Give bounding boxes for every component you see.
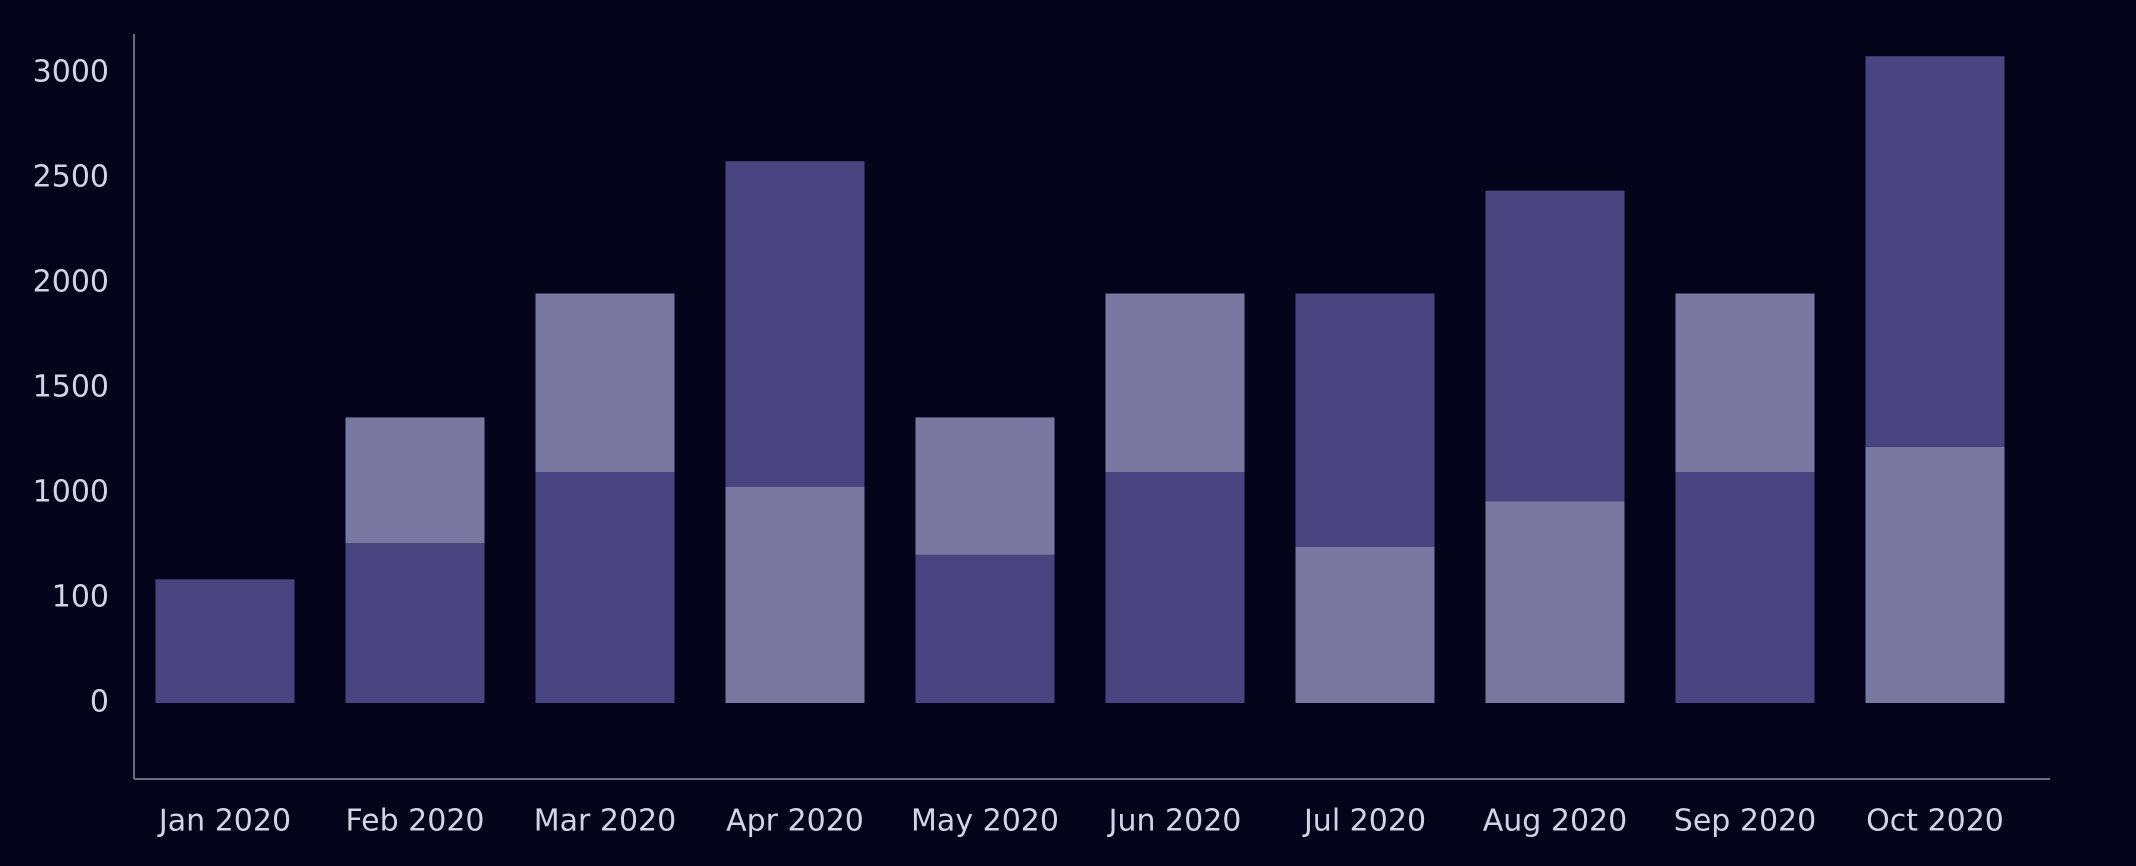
bar-segment [345, 417, 485, 544]
y-tick-label: 1500 [33, 370, 109, 405]
bar-segment [535, 472, 675, 703]
bar-segment [1105, 293, 1245, 472]
bar-segment [725, 486, 865, 703]
bar-segment [1675, 293, 1815, 472]
bar-segment [915, 554, 1055, 703]
bar-segment [1865, 56, 2005, 447]
bar-segment [725, 161, 865, 487]
y-tick-label: 2000 [33, 265, 109, 300]
y-tick-label: 0 [90, 685, 109, 720]
bar-segment [1105, 472, 1245, 703]
x-tick-label: Jul 2020 [1302, 804, 1426, 839]
bar-segment [535, 293, 675, 472]
y-tick-label: 3000 [33, 55, 109, 90]
bar-segment [1865, 446, 2005, 703]
x-tick-label: May 2020 [911, 804, 1059, 839]
bar-segment [1675, 472, 1815, 703]
y-tick-label: 100 [52, 580, 109, 615]
bar-segment [915, 417, 1055, 555]
bar-segment [155, 579, 295, 703]
bar-segment [1295, 293, 1435, 547]
bar-segment [1485, 190, 1625, 502]
bar-segment [1295, 546, 1435, 703]
x-tick-label: Aug 2020 [1483, 804, 1627, 839]
x-tick-label: Mar 2020 [534, 804, 677, 839]
x-tick-label: Sep 2020 [1674, 804, 1816, 839]
x-tick-label: Feb 2020 [346, 804, 485, 839]
bar-segment [345, 543, 485, 703]
x-tick-label: Apr 2020 [726, 804, 864, 839]
y-tick-label: 2500 [33, 160, 109, 195]
bar-segment [1485, 501, 1625, 703]
x-tick-label: Jun 2020 [1107, 804, 1242, 839]
y-tick-label: 1000 [33, 475, 109, 510]
x-tick-label: Oct 2020 [1866, 804, 2004, 839]
x-tick-label: Jan 2020 [157, 804, 291, 839]
